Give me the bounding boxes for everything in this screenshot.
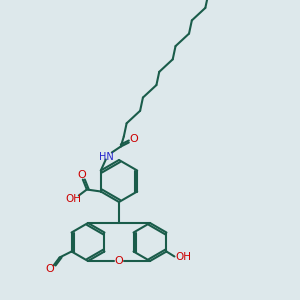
Text: OH: OH [176,251,191,262]
Text: HN: HN [99,152,114,161]
Text: O: O [77,170,86,181]
Text: O: O [115,256,123,266]
Text: O: O [45,263,54,274]
Text: O: O [129,134,138,145]
Text: OH: OH [66,194,82,203]
